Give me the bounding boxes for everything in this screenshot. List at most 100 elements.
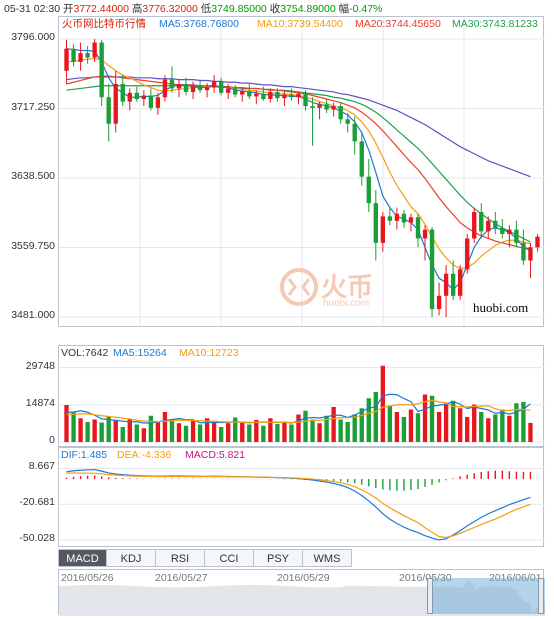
macd-chart-panel[interactable]: DIF:1.485 DEA:-4.336 MACD:5.821 xyxy=(58,447,545,548)
volume-bar-11 xyxy=(141,428,147,442)
candle-25 xyxy=(240,88,245,102)
candle-body-9 xyxy=(127,92,132,102)
candle-48 xyxy=(401,210,407,228)
open-label: 开 xyxy=(62,3,74,15)
tab-rsi[interactable]: RSI xyxy=(156,549,205,567)
volume-ma5-line xyxy=(66,393,531,424)
bar-time: 05-31 02:30 xyxy=(4,3,61,15)
volume-bar-20 xyxy=(204,418,210,442)
ma20-legend: MA20:3744.45650 xyxy=(355,18,441,30)
candle-14 xyxy=(162,75,168,102)
volume-chart[interactable] xyxy=(59,346,545,448)
candle-15 xyxy=(169,66,175,93)
candle-3 xyxy=(85,46,90,64)
volume-bar-47 xyxy=(394,412,400,442)
candle-body-65 xyxy=(521,242,526,261)
candle-57 xyxy=(465,234,470,274)
tab-macd[interactable]: MACD xyxy=(58,549,107,567)
candle-61 xyxy=(493,211,498,235)
candle-body-34 xyxy=(303,93,308,107)
high-value: 3776.32000 xyxy=(142,3,198,15)
low-value: 3749.85000 xyxy=(211,3,267,15)
candle-49 xyxy=(408,213,414,232)
navigator-selection[interactable] xyxy=(429,578,545,614)
candle-18 xyxy=(190,81,196,100)
tab-psy[interactable]: PSY xyxy=(254,549,303,567)
volume-bar-41 xyxy=(352,414,357,442)
candle-body-48 xyxy=(401,213,407,223)
candle-59 xyxy=(479,203,484,239)
candle-body-21 xyxy=(211,81,217,88)
volume-bar-38 xyxy=(331,407,336,442)
macd-tick-label-1: -20.681 xyxy=(19,496,55,509)
candle-body-7 xyxy=(113,84,118,124)
candle-44 xyxy=(373,189,378,261)
navigator-right-handle[interactable] xyxy=(538,578,544,614)
candle-body-25 xyxy=(240,91,245,95)
volume-bar-19 xyxy=(197,424,203,442)
candle-body-57 xyxy=(465,238,470,270)
candle-28 xyxy=(261,86,266,101)
dif-legend: DIF:1.485 xyxy=(61,449,108,461)
volume-bar-53 xyxy=(436,412,442,442)
volume-bar-58 xyxy=(472,404,477,442)
candle-body-39 xyxy=(338,106,343,120)
candle-42 xyxy=(359,132,364,186)
price-ma5-line xyxy=(66,48,531,291)
candle-10 xyxy=(134,86,139,102)
volume-bar-50 xyxy=(415,413,421,442)
volume-bar-10 xyxy=(134,424,139,442)
candle-body-36 xyxy=(317,104,322,108)
candle-body-3 xyxy=(85,53,90,58)
tab-wms[interactable]: WMS xyxy=(303,549,352,567)
volume-bar-55 xyxy=(450,400,456,442)
price-chart[interactable] xyxy=(59,17,545,328)
candle-45 xyxy=(380,211,386,252)
close-label: 收 xyxy=(269,3,281,15)
candle-33 xyxy=(296,91,301,105)
candle-54 xyxy=(443,264,449,317)
vol-legend: VOL:7642 xyxy=(61,347,109,359)
candle-body-23 xyxy=(226,88,231,93)
candle-body-33 xyxy=(296,93,301,98)
candle-34 xyxy=(303,90,308,111)
candle-67 xyxy=(535,234,540,252)
price-chart-panel[interactable]: 火币网比特币行情 MA5:3768.76800 MA10:3739.54400 … xyxy=(58,16,545,328)
volume-bar-28 xyxy=(261,425,266,442)
candle-body-55 xyxy=(450,273,456,296)
navigator-left-handle[interactable] xyxy=(427,578,433,614)
candle-7 xyxy=(113,70,118,133)
volume-bar-17 xyxy=(183,425,189,442)
macd-chart[interactable] xyxy=(59,448,545,548)
macd-tick-label-0: 8.667 xyxy=(28,460,55,473)
watermark-cn: 火币 xyxy=(321,272,374,302)
candle-body-32 xyxy=(289,94,294,98)
candle-body-6 xyxy=(106,97,111,124)
candle-56 xyxy=(457,264,463,301)
candle-body-0 xyxy=(64,48,69,71)
candle-5 xyxy=(99,39,104,107)
candle-11 xyxy=(141,90,147,107)
volume-bar-13 xyxy=(155,422,161,442)
candle-body-24 xyxy=(233,88,238,95)
tab-cci[interactable]: CCI xyxy=(205,549,254,567)
navigator-date-2: 2016/05/29 xyxy=(277,572,330,584)
candle-8 xyxy=(120,75,125,107)
chart-title: 火币网比特币行情 xyxy=(62,18,146,30)
candle-body-47 xyxy=(394,213,400,221)
volume-chart-panel[interactable]: VOL:7642 MA5:15264 MA10:12723 xyxy=(58,345,545,448)
candle-body-19 xyxy=(197,86,203,91)
candle-63 xyxy=(507,225,512,248)
volume-bar-54 xyxy=(443,404,449,442)
volume-bar-30 xyxy=(275,424,280,442)
candle-51 xyxy=(422,225,428,261)
volume-bar-44 xyxy=(373,392,378,442)
candle-47 xyxy=(394,207,400,230)
candle-2 xyxy=(78,42,83,71)
watermark-en: huobi.com xyxy=(323,298,370,309)
candle-body-22 xyxy=(218,81,224,93)
candle-body-28 xyxy=(261,93,266,100)
time-navigator[interactable]: 2016/05/26 2016/05/27 2016/05/29 2016/05/30… xyxy=(58,569,545,616)
candle-body-44 xyxy=(373,203,378,243)
tab-kdj[interactable]: KDJ xyxy=(107,549,156,567)
